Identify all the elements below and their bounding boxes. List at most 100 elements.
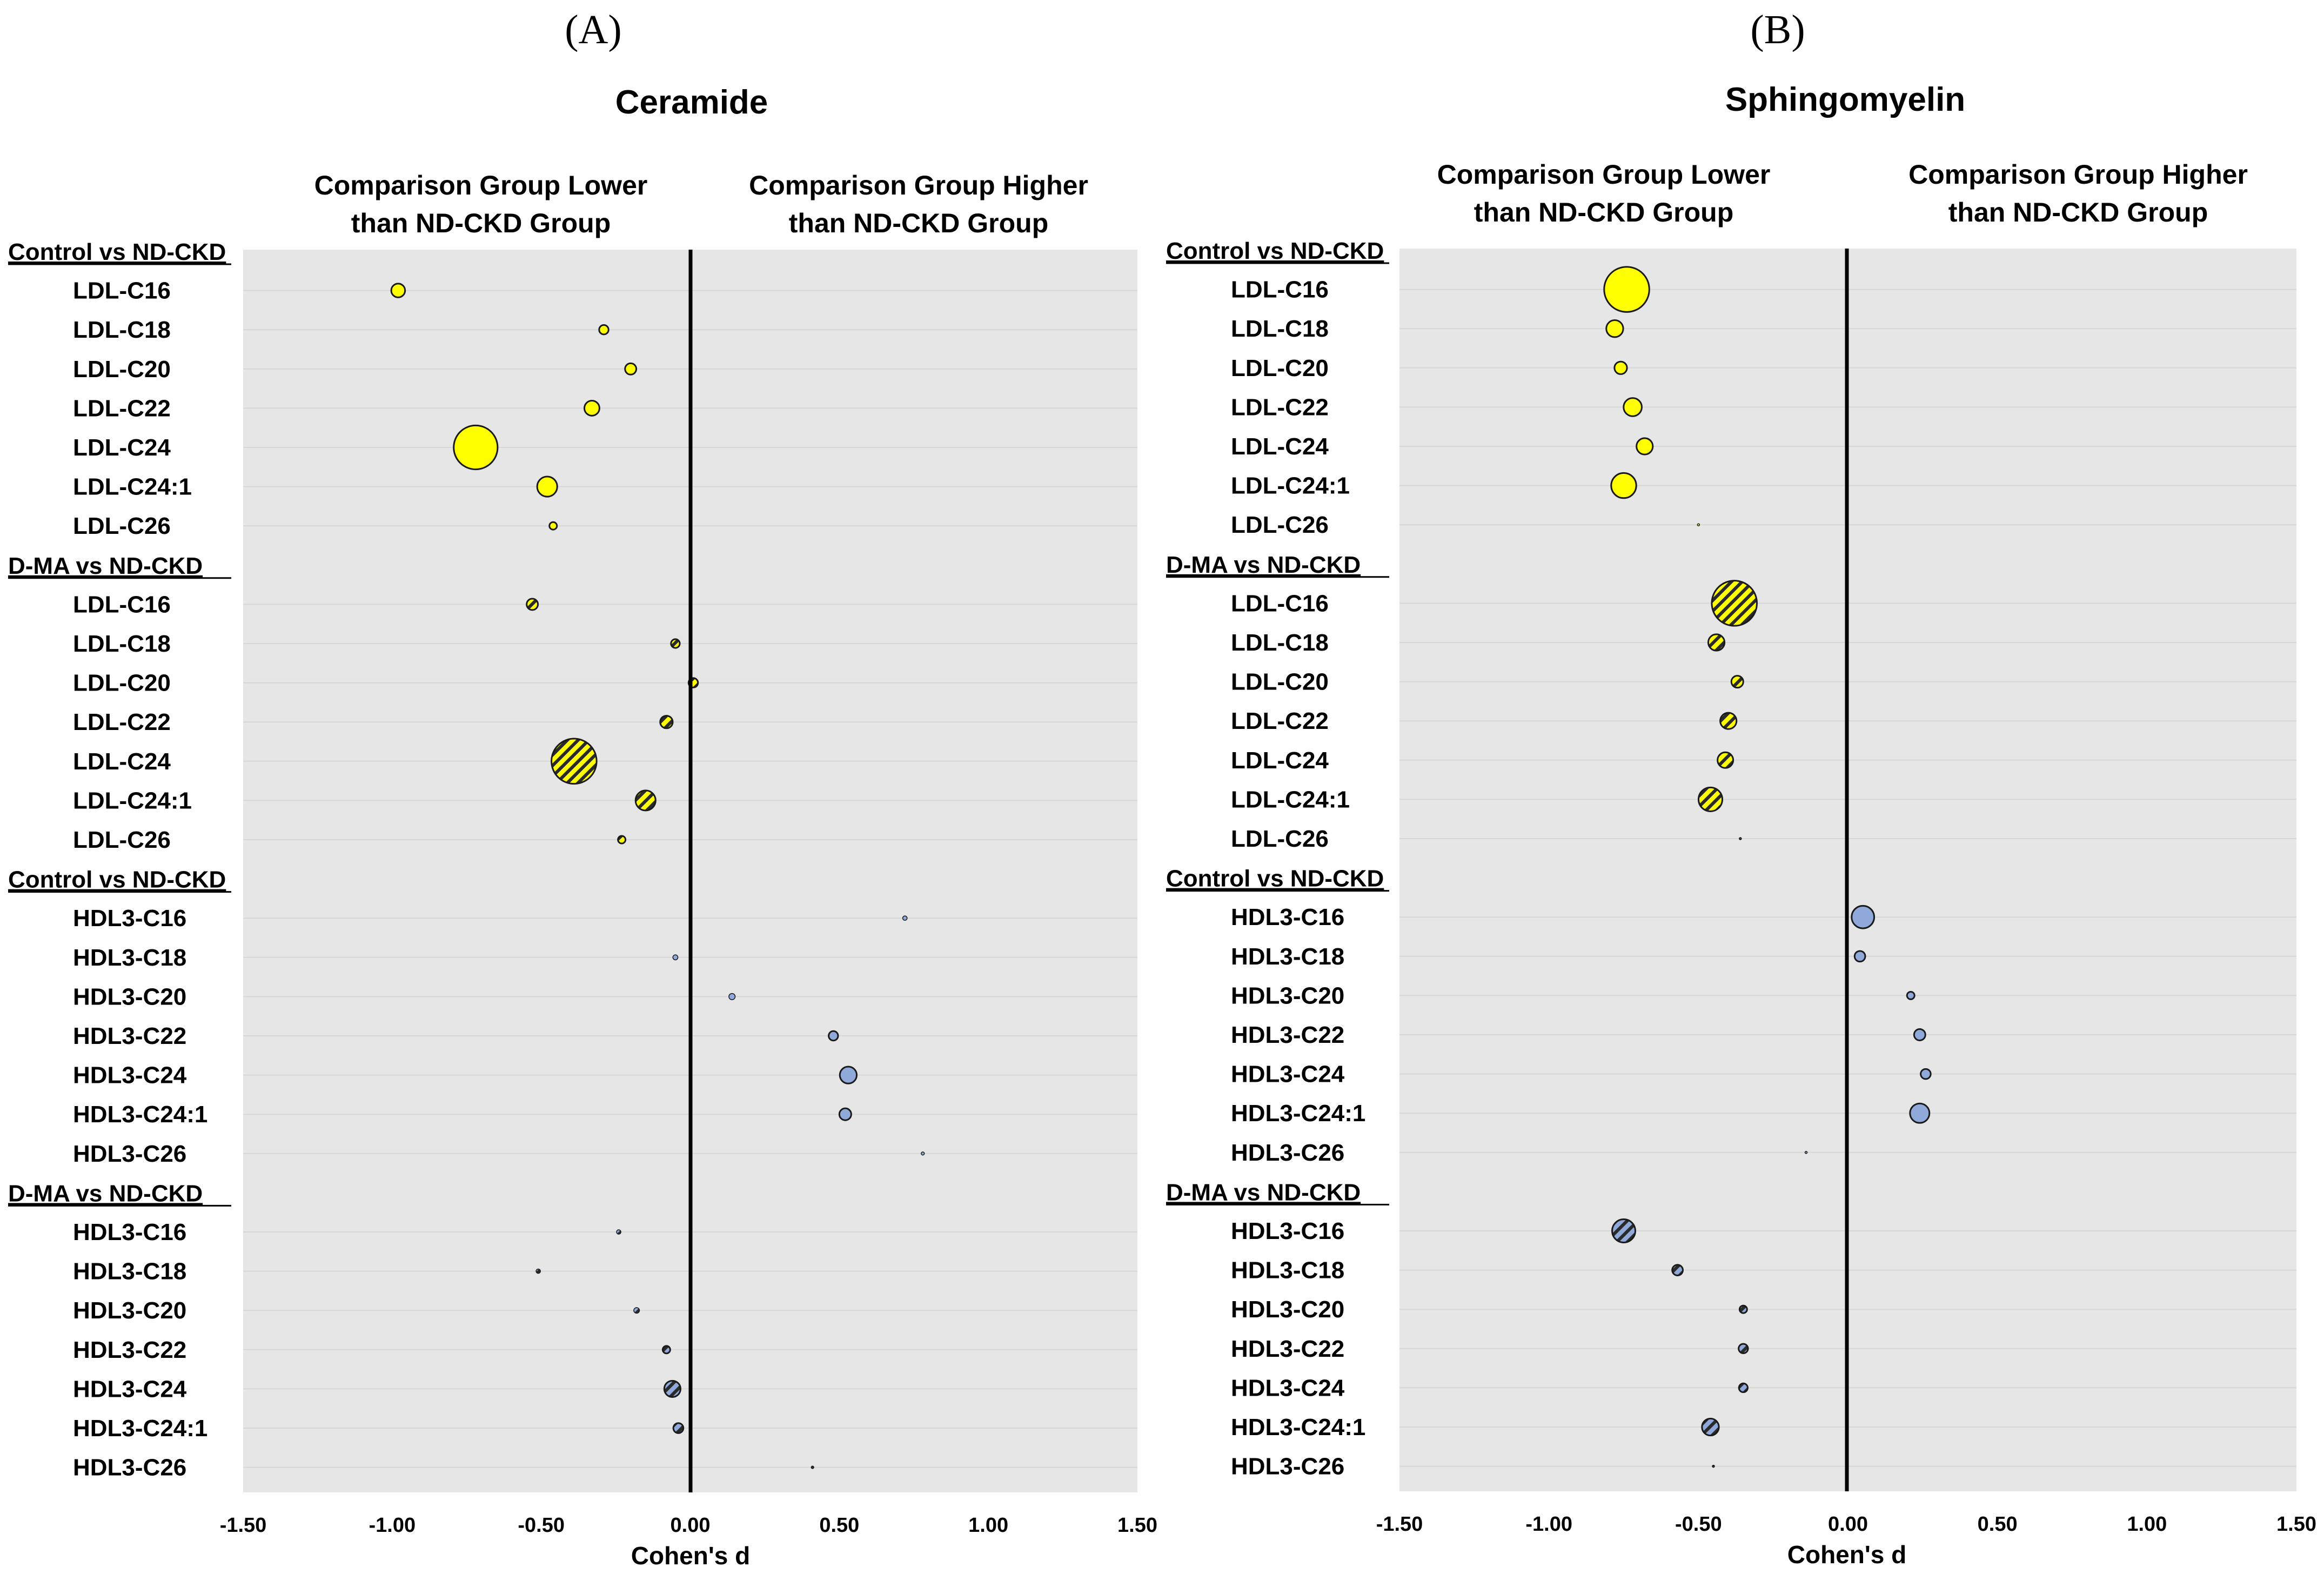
x-tick-label: 0.50 [1978, 1513, 2018, 1536]
row-label: HDL3-C18 [73, 945, 186, 971]
panel-label-a: (A) [565, 7, 622, 52]
row-label: LDL-C18 [1231, 629, 1329, 656]
row-label: HDL3-C24 [73, 1376, 187, 1402]
row-label: LDL-C26 [73, 513, 171, 539]
bubble-hdl3-c24-1 [1909, 1102, 1931, 1124]
bubble-ldl-c18 [1707, 633, 1726, 652]
row-label: HDL3-C26 [1231, 1454, 1344, 1480]
row-label: LDL-C26 [73, 827, 171, 853]
bubble-ldl-c22 [659, 715, 674, 729]
bubble-hdl3-c16 [616, 1229, 621, 1235]
x-tick-label: -0.50 [1675, 1513, 1722, 1536]
x-tick-label: -1.50 [1376, 1513, 1423, 1536]
group-header-2: Control vs ND-CKD [1166, 866, 1384, 892]
bubble-ldl-c22 [584, 399, 600, 417]
sphingomyelin-title: Sphingomyelin [1725, 81, 1965, 118]
row-label: HDL3-C26 [73, 1455, 186, 1481]
bubble-hdl3-c24-1 [838, 1107, 852, 1121]
bubbles [390, 283, 925, 1469]
row-label: HDL3-C22 [73, 1023, 186, 1049]
row-label: HDL3-C16 [73, 1219, 186, 1245]
x-tick-label: 1.50 [2276, 1513, 2316, 1536]
row-label: HDL3-C20 [1231, 982, 1344, 1009]
left-direction-label-line-1: Comparison Group Lower [314, 170, 648, 200]
right-direction-label-line-2: than ND-CKD Group [789, 208, 1049, 238]
panel-label-b: (B) [1750, 7, 1805, 52]
row-label: HDL3-C22 [1231, 1336, 1344, 1362]
group-header-2: Control vs ND-CKD [8, 867, 226, 893]
bubble-ldl-c22 [1719, 712, 1738, 730]
row-label: LDL-C24 [1231, 433, 1329, 460]
bubble-hdl3-c26 [811, 1465, 814, 1469]
x-tick-label: 1.00 [2127, 1513, 2167, 1536]
bubble-ldl-c24 [453, 424, 499, 471]
row-label: HDL3-C22 [1231, 1022, 1344, 1048]
row-label: LDL-C22 [1231, 708, 1329, 734]
bubble-hdl3-c18 [1671, 1264, 1684, 1276]
bubble-ldl-c22 [1623, 397, 1643, 417]
bubble-hdl3-c24-1 [672, 1422, 685, 1434]
row-label: LDL-C24:1 [73, 787, 192, 814]
group-header-0: Control vs ND-CKD [1166, 238, 1384, 264]
group-header-1: D-MA vs ND-CKD [1166, 552, 1361, 578]
row-label: HDL3-C20 [73, 983, 186, 1010]
bubbles [1603, 266, 1932, 1468]
group-header-1: D-MA vs ND-CKD [8, 553, 203, 579]
x-tick-label: 0.00 [671, 1514, 711, 1537]
x-axis-title: Cohen's d [1787, 1540, 1907, 1569]
bubble-ldl-c24 [551, 738, 598, 785]
row-label: LDL-C24 [1231, 747, 1329, 774]
row-label: LDL-C22 [1231, 394, 1329, 420]
bubble-hdl3-c26 [1712, 1464, 1715, 1468]
ceramide-panel: (A) Ceramide Comparison Group Lower than… [8, 7, 1157, 1570]
left-direction-label-line-2: than ND-CKD Group [351, 208, 611, 238]
bubble-ldl-c18 [1605, 319, 1624, 338]
row-label: HDL3-C16 [1231, 904, 1344, 930]
group-header-0: Control vs ND-CKD [8, 239, 226, 265]
row-label: LDL-C18 [1231, 316, 1329, 342]
row-label: LDL-C24 [73, 434, 171, 461]
bubble-hdl3-c22 [661, 1345, 671, 1355]
x-tick-label: -0.50 [518, 1514, 565, 1537]
row-label: HDL3-C24 [1231, 1375, 1345, 1401]
bubble-hdl3-c16 [902, 915, 908, 921]
bubble-hdl3-c18 [1853, 950, 1866, 963]
row-label: LDL-C18 [73, 317, 171, 343]
row-label: HDL3-C24 [73, 1062, 187, 1089]
bubble-ldl-c20 [1613, 360, 1628, 375]
bubble-ldl-c16 [526, 598, 539, 611]
row-label: LDL-C26 [1231, 512, 1329, 538]
row-label: HDL3-C24:1 [1231, 1100, 1365, 1127]
x-tick-label: 0.00 [1828, 1513, 1868, 1536]
row-label: LDL-C18 [73, 631, 171, 657]
x-tick-label: 0.50 [819, 1514, 859, 1537]
x-axis-title: Cohen's d [631, 1542, 751, 1570]
row-label: HDL3-C20 [73, 1297, 186, 1324]
bubble-ldl-c16 [1711, 580, 1758, 627]
row-labels: Control vs ND-CKD LDL-C16 LDL-C18 LDL-C20 LD… [8, 239, 231, 1481]
bubble-ldl-c20 [1730, 675, 1744, 689]
bubble-ldl-c24 [1717, 751, 1734, 769]
x-tick-labels: -1.50 -1.00 -0.50 0.00 0.50 1.00 1.50 [220, 1514, 1157, 1537]
row-label: HDL3-C26 [1231, 1140, 1344, 1166]
row-label: LDL-C24:1 [73, 474, 192, 500]
ceramide-title: Ceramide [615, 84, 768, 121]
bubble-ldl-c24-1 [1697, 786, 1724, 812]
row-label: LDL-C16 [1231, 590, 1329, 617]
right-direction-label-line-1: Comparison Group Higher [1908, 159, 2248, 190]
bubble-hdl3-c26 [1804, 1151, 1808, 1154]
bubble-ldl-c16 [1603, 266, 1650, 313]
bubble-hdl3-c24 [1738, 1382, 1749, 1394]
x-tick-label: -1.00 [1525, 1513, 1572, 1536]
left-direction-label-line-1: Comparison Group Lower [1437, 159, 1771, 190]
group-header-3: D-MA vs ND-CKD [8, 1180, 203, 1207]
bubble-ldl-c24-1 [1610, 472, 1637, 499]
row-label: HDL3-C26 [73, 1141, 186, 1167]
row-label: LDL-C16 [1231, 277, 1329, 303]
row-label: HDL3-C16 [1231, 1218, 1344, 1244]
right-direction-label-line-2: than ND-CKD Group [1948, 197, 2208, 227]
bubble-ldl-c18 [598, 324, 610, 336]
row-label: LDL-C20 [73, 670, 171, 696]
row-label: HDL3-C22 [73, 1337, 186, 1363]
bubble-ldl-c24-1 [536, 475, 558, 498]
